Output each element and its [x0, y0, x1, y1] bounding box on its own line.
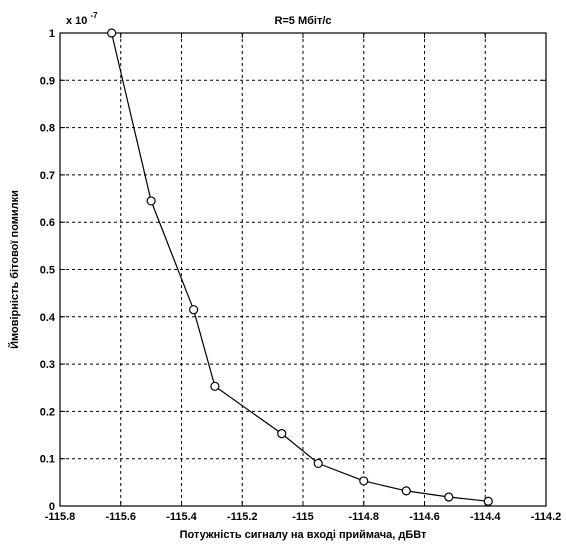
y-tick-label: 0.6	[40, 217, 55, 229]
y-tick-label: 0.3	[40, 359, 55, 371]
x-tick-label: -114.4	[470, 511, 501, 523]
series-line	[111, 32, 489, 502]
data-point	[146, 196, 156, 206]
data-point	[444, 492, 454, 502]
x-tick-label: -115.2	[227, 511, 258, 523]
x-tick-label: -115.8	[45, 511, 76, 523]
x-axis-label: Потужність сигналу на вході приймача, дБ…	[180, 529, 427, 541]
x-tick-label: -115	[292, 511, 313, 523]
y-tick-label: 0.9	[40, 75, 55, 87]
x-tick-label: -115.4	[166, 511, 197, 523]
data-point	[359, 476, 369, 486]
y-tick-label: 0.5	[40, 265, 55, 277]
data-point	[277, 429, 287, 439]
x-axis-ticks: -115.8 -115.6 -115.4 -115.2 -115 -114.8 -114.6…	[45, 33, 562, 523]
data-point	[401, 486, 411, 496]
grid-layer	[60, 33, 546, 506]
y-tick-label: 0.4	[40, 312, 56, 324]
data-point	[483, 496, 493, 506]
x-tick-label: -115.6	[105, 511, 136, 523]
y-tick-label: 0.7	[40, 170, 55, 182]
y-axis-ticks: 0 0.1 0.2 0.3 0.4 0.5 0.6 0.7 0.8 0.9 1	[40, 28, 546, 513]
x-tick-label: -114.6	[409, 511, 440, 523]
y-tick-label: 0.2	[40, 406, 55, 418]
data-point	[189, 305, 199, 315]
y-axis-label: Ймовірність бітової помилки	[8, 190, 21, 349]
chart-title: R=5 Мбіт/с	[274, 15, 331, 27]
series-layer	[107, 28, 493, 506]
y-multiplier-base: x 10	[66, 15, 87, 27]
data-point	[107, 28, 117, 38]
data-point	[210, 381, 220, 391]
y-multiplier-exponent: -7	[90, 11, 98, 20]
y-axis-multiplier: x 10 -7	[66, 11, 98, 27]
y-tick-label: 0.1	[40, 454, 55, 466]
y-tick-label: 0.8	[40, 123, 55, 135]
data-point	[313, 458, 323, 469]
x-tick-label: -114.8	[348, 511, 379, 523]
y-tick-label: 1	[49, 28, 55, 40]
x-tick-label: -114.2	[531, 511, 562, 523]
y-tick-label: 0	[49, 501, 55, 513]
